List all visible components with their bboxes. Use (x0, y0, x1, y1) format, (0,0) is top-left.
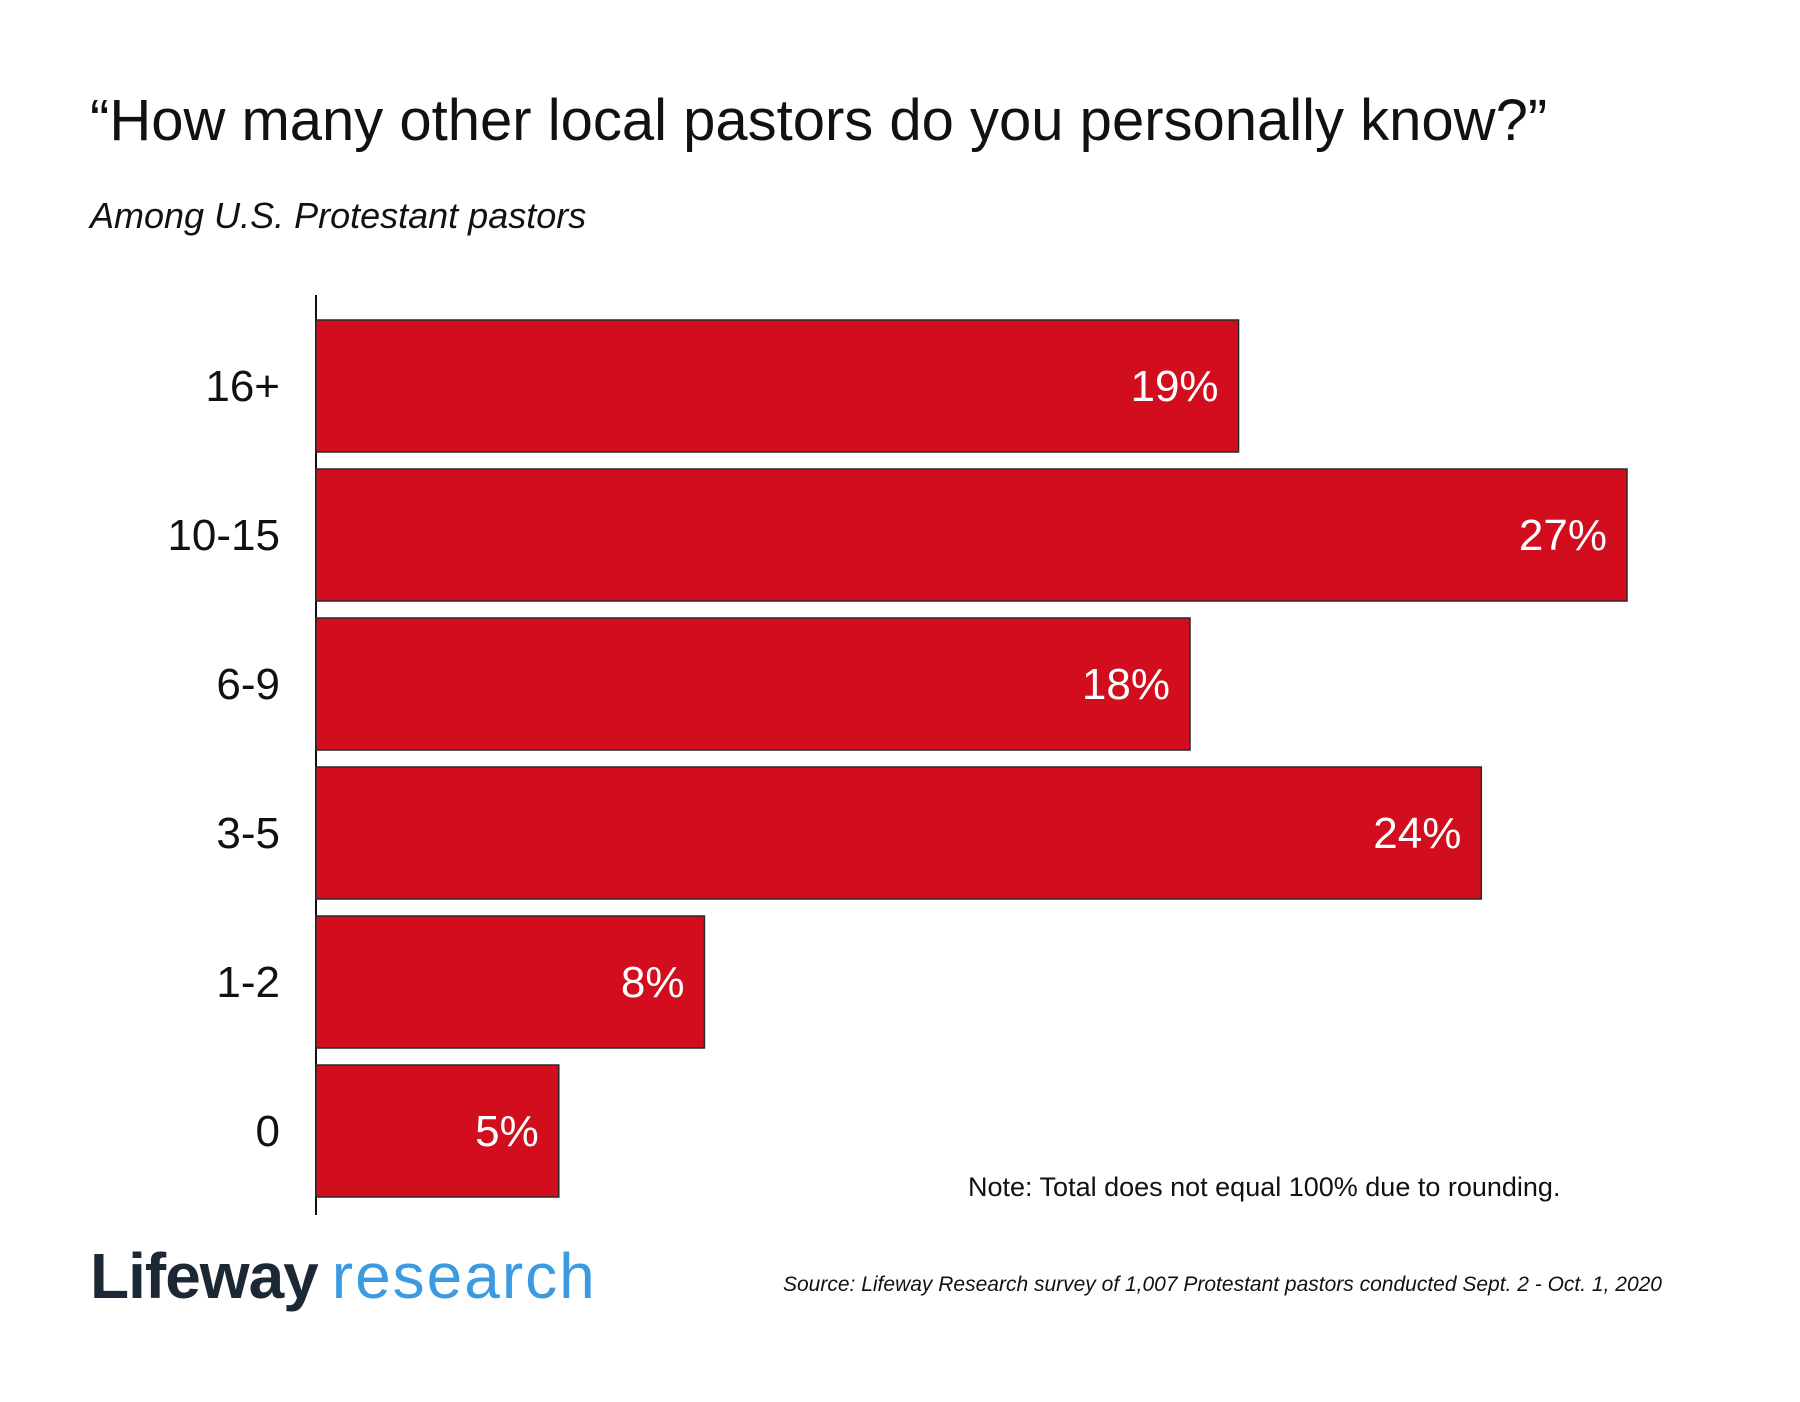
category-label-3-5: 3-5 (216, 809, 280, 858)
bar-16+ (315, 319, 1240, 453)
lifeway-research-logo: Lifeway research (90, 1236, 597, 1316)
value-label-3-5: 24% (1373, 809, 1461, 858)
value-label-0: 5% (475, 1107, 539, 1156)
category-label-16+: 16+ (205, 362, 280, 411)
bar-10-15 (315, 468, 1628, 602)
value-label-6-9: 18% (1082, 660, 1170, 709)
value-label-10-15: 27% (1519, 511, 1607, 560)
value-label-1-2: 8% (621, 958, 685, 1007)
category-label-1-2: 1-2 (216, 958, 280, 1007)
chart-subtitle: Among U.S. Protestant pastors (90, 195, 587, 236)
rounding-note: Note: Total does not equal 100% due to r… (968, 1172, 1561, 1202)
source-citation: Source: Lifeway Research survey of 1,007… (783, 1273, 1662, 1296)
category-label-10-15: 10-15 (167, 511, 280, 560)
bar-1-2 (315, 915, 706, 1049)
bar-0 (315, 1064, 560, 1198)
logo-brand: Lifeway (90, 1240, 319, 1312)
category-label-6-9: 6-9 (216, 660, 280, 709)
bar-3-5 (315, 766, 1483, 900)
value-label-16+: 19% (1130, 362, 1218, 411)
logo-sub: research (331, 1240, 597, 1312)
bar-6-9 (315, 617, 1191, 751)
chart-title: “How many other local pastors do you per… (90, 88, 1548, 153)
category-label-0: 0 (256, 1107, 280, 1156)
